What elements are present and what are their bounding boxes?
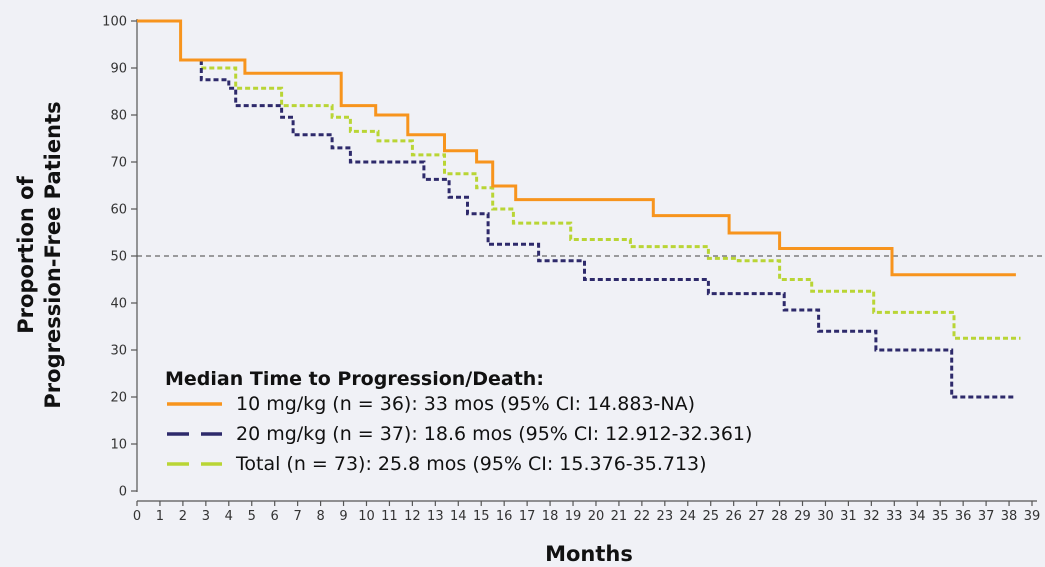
y-tick-label: 100 <box>102 15 127 30</box>
x-tick-label: 1 <box>156 509 164 524</box>
x-tick-label: 25 <box>702 509 719 524</box>
legend-label-1: 10 mg/kg (n = 36): 33 mos (95% CI: 14.88… <box>236 393 695 415</box>
x-tick-label: 14 <box>450 509 467 524</box>
y-axis-title-line-2: Progression-Free Patients <box>41 101 65 408</box>
legend-label-3: Total (n = 73): 25.8 mos (95% CI: 15.376… <box>235 453 707 475</box>
x-tick-label: 16 <box>496 509 513 524</box>
x-tick-label: 24 <box>679 509 696 524</box>
x-tick-label: 34 <box>909 509 926 524</box>
x-tick-label: 36 <box>955 509 972 524</box>
y-tick-label: 10 <box>110 438 127 453</box>
x-tick-label: 9 <box>339 509 347 524</box>
series-layer <box>137 19 1021 399</box>
series-line-3 <box>199 60 1021 340</box>
x-tick-label: 39 <box>1024 509 1041 524</box>
x-tick-label: 12 <box>404 509 421 524</box>
y-tick-label: 20 <box>110 391 127 406</box>
x-tick-label: 30 <box>817 509 834 524</box>
x-tick-label: 17 <box>519 509 536 524</box>
x-tick-label: 7 <box>294 509 302 524</box>
x-tick-label: 0 <box>133 509 141 524</box>
y-tick-label: 40 <box>110 297 127 312</box>
y-tick-label: 60 <box>110 203 127 218</box>
x-tick-label: 28 <box>771 509 788 524</box>
x-tick-label: 15 <box>473 509 490 524</box>
y-tick-label: 90 <box>110 62 127 77</box>
x-tick-label: 4 <box>225 509 233 524</box>
x-tick-label: 21 <box>611 509 628 524</box>
y-axis-title: Proportion of Progression-Free Patients <box>14 101 65 408</box>
x-tick-label: 38 <box>1001 509 1018 524</box>
series-line-2 <box>199 60 1016 399</box>
x-tick-label: 6 <box>271 509 279 524</box>
x-tick-label: 35 <box>932 509 949 524</box>
y-tick-label: 80 <box>110 109 127 124</box>
y-axis-title-line-1: Proportion of <box>14 175 38 333</box>
legend: Median Time to Progression/Death: 10 mg/… <box>165 368 752 475</box>
x-tick-label: 19 <box>565 509 582 524</box>
series-line-1 <box>137 19 1016 277</box>
x-tick-label: 32 <box>863 509 880 524</box>
x-tick-label: 27 <box>748 509 765 524</box>
x-tick-label: 37 <box>978 509 995 524</box>
x-tick-label: 29 <box>794 509 811 524</box>
legend-title: Median Time to Progression/Death: <box>165 368 544 390</box>
legend-label-2: 20 mg/kg (n = 37): 18.6 mos (95% CI: 12.… <box>236 423 752 445</box>
x-tick-label: 8 <box>316 509 324 524</box>
x-tick-label: 11 <box>381 509 398 524</box>
x-axis-title: Months <box>545 542 633 566</box>
x-tick-label: 5 <box>248 509 256 524</box>
x-tick-label: 20 <box>588 509 605 524</box>
y-tick-label: 0 <box>119 485 127 500</box>
x-tick-label: 31 <box>840 509 857 524</box>
x-tick-label: 2 <box>179 509 187 524</box>
y-tick-group: 0 10 20 30 40 50 60 70 80 90 100 <box>102 15 137 500</box>
y-tick-label: 30 <box>110 344 127 359</box>
x-tick-label: 13 <box>427 509 444 524</box>
x-tick-label: 10 <box>358 509 375 524</box>
x-tick-label: 3 <box>202 509 210 524</box>
y-tick-label: 50 <box>110 250 127 265</box>
x-tick-label: 22 <box>634 509 651 524</box>
y-tick-label: 70 <box>110 156 127 171</box>
x-tick-group: 0 1 2 3 4 5 6 7 8 9 10 11 12 13 14 15 16 17 18 19 20 21 22 23 24… <box>133 501 1040 524</box>
x-tick-label: 23 <box>657 509 674 524</box>
x-tick-label: 26 <box>725 509 742 524</box>
x-tick-label: 33 <box>886 509 903 524</box>
x-tick-label: 18 <box>542 509 559 524</box>
